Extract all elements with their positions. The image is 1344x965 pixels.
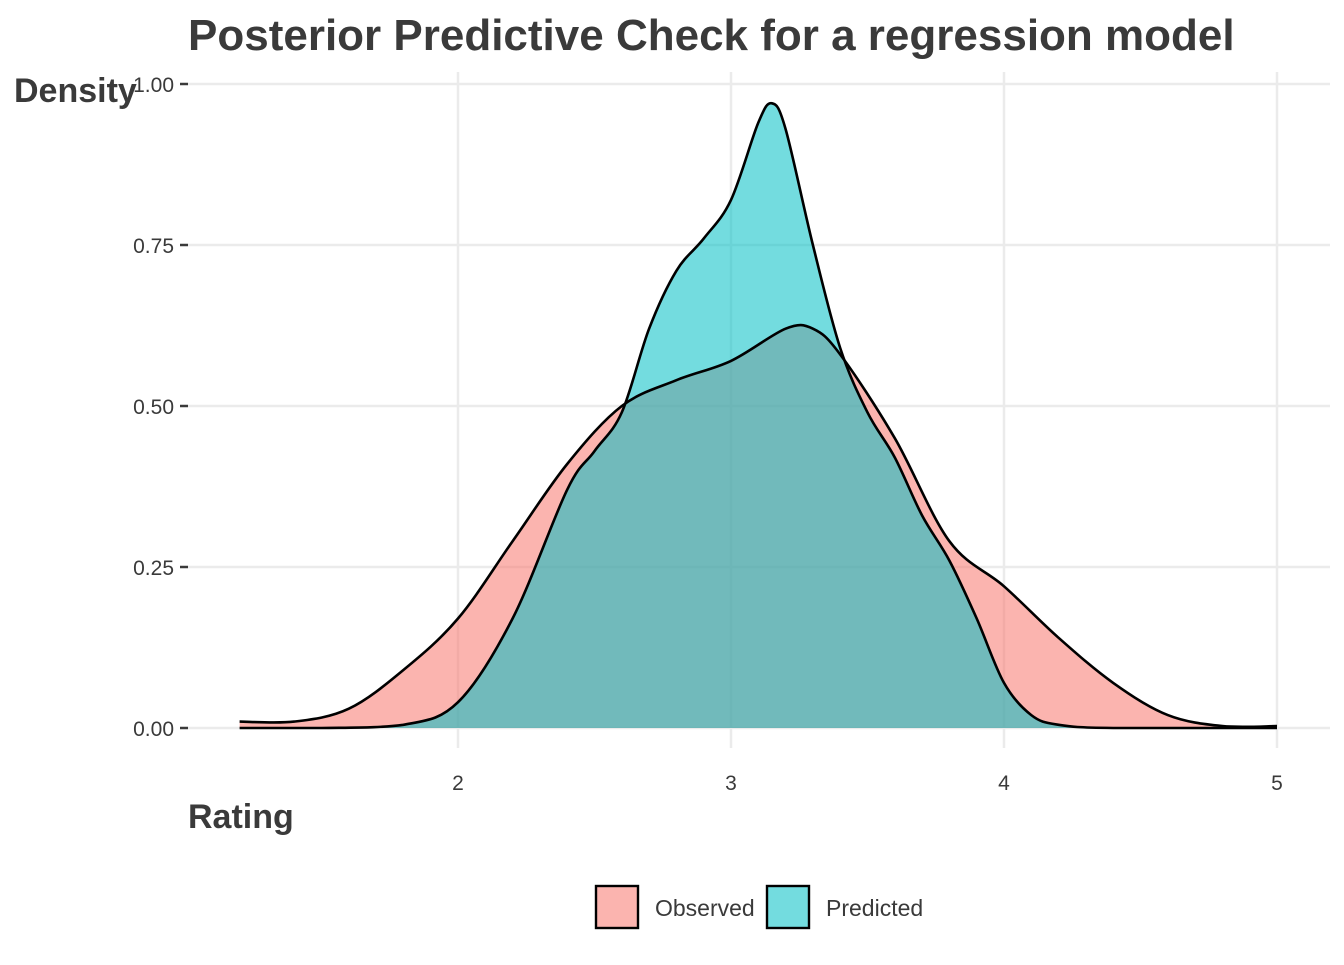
series-areas [239, 103, 1278, 728]
y-tick-label: 0.50 [133, 396, 174, 419]
y-axis-title: Density [14, 72, 137, 110]
x-tick-label: 2 [452, 772, 464, 795]
y-tick-label: 0.75 [133, 235, 174, 258]
series-outlines [239, 101, 1278, 730]
y-tick-label: 0.25 [133, 557, 174, 580]
x-tick-label: 4 [998, 772, 1010, 795]
legend-label-observed: Observed [655, 895, 755, 921]
chart-title: Posterior Predictive Check for a regress… [188, 11, 1235, 60]
x-tick-label: 5 [1271, 772, 1283, 795]
y-tick-label: 1.00 [133, 74, 174, 97]
x-axis-title: Rating [188, 798, 294, 836]
legend: Observed Predicted [594, 884, 923, 930]
observed-density-line [239, 323, 1278, 729]
legend-label-predicted: Predicted [826, 895, 923, 921]
predicted-density-area [239, 103, 1278, 728]
x-tick-label: 3 [725, 772, 737, 795]
axes: 0.00 0.25 0.50 0.75 1.00 2 3 4 5 [133, 74, 1283, 795]
predicted-density-line [239, 101, 1278, 730]
legend-swatch-observed [594, 884, 640, 930]
legend-swatch-predicted [765, 884, 811, 930]
y-tick-label: 0.00 [133, 718, 174, 741]
